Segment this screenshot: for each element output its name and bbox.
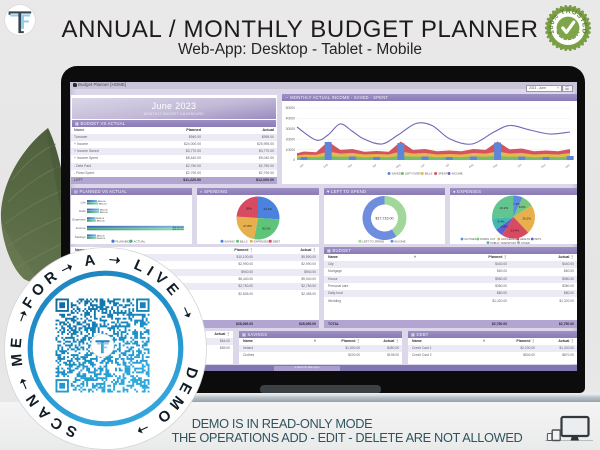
svg-text:24.1%: 24.1% — [263, 207, 272, 211]
svg-text:Feb: Feb — [323, 162, 330, 168]
svg-text:Jul: Jul — [445, 162, 451, 168]
svg-text:Aug: Aug — [468, 162, 475, 169]
svg-text:Jan: Jan — [299, 162, 305, 168]
svg-text:CLOTHES: CLOTHES — [464, 237, 477, 241]
svg-text:SAVING: SAVING — [224, 239, 234, 243]
svg-text:$940.00: $940.00 — [100, 212, 109, 214]
svg-text:INCOME: INCOME — [452, 172, 463, 176]
svg-text:Income: Income — [76, 226, 86, 230]
svg-text:DINING OUT: DINING OUT — [480, 237, 496, 241]
svg-text:SPENT: SPENT — [438, 172, 448, 176]
svg-text:40000: 40000 — [286, 117, 296, 121]
svg-text:Apr: Apr — [371, 163, 377, 169]
svg-text:30.1%: 30.1% — [262, 227, 271, 231]
svg-text:19.2%: 19.2% — [500, 206, 509, 210]
svg-text:8.0%: 8.0% — [519, 205, 526, 209]
svg-text:23.4%: 23.4% — [511, 228, 520, 232]
svg-text:$24,000.00: $24,000.00 — [173, 227, 185, 229]
svg-text:6.8%: 6.8% — [501, 225, 508, 229]
svg-text:Savings: Savings — [75, 235, 86, 239]
svg-text:PETS: PETS — [534, 237, 541, 241]
svg-text:SAVED: SAVED — [392, 172, 401, 176]
svg-text:PLANNED: PLANNED — [116, 239, 131, 243]
svg-text:$940.00: $940.00 — [96, 218, 105, 220]
svg-text:50000: 50000 — [286, 106, 296, 110]
svg-text:ACTUAL: ACTUAL — [134, 239, 146, 243]
svg-text:Mar: Mar — [347, 163, 353, 169]
svg-text:LEFT TO SPEND: LEFT TO SPEND — [362, 239, 384, 243]
svg-text:$940.00: $940.00 — [97, 238, 106, 240]
svg-text:8.4%: 8.4% — [498, 220, 505, 224]
svg-text:10000: 10000 — [286, 148, 296, 152]
svg-text:➝: ➝ — [108, 251, 122, 268]
svg-text:0: 0 — [293, 158, 295, 162]
svg-text:Dec: Dec — [564, 162, 571, 169]
svg-text:May: May — [395, 162, 402, 169]
svg-text:HEALTH: HEALTH — [520, 237, 530, 241]
svg-text:38%: 38% — [246, 206, 252, 210]
svg-text:27.8%: 27.8% — [243, 224, 252, 228]
svg-text:$940.00: $940.00 — [98, 201, 107, 203]
svg-text:30000: 30000 — [286, 127, 296, 131]
svg-text:DEBT: DEBT — [273, 239, 281, 243]
svg-text:PUBLIC TRANSPORT: PUBLIC TRANSPORT — [490, 241, 516, 244]
svg-text:INCOME: INCOME — [394, 239, 405, 243]
svg-text:ME: ME — [8, 332, 27, 367]
svg-text:LEFT-OVER: LEFT-OVER — [405, 172, 421, 176]
svg-text:EXPENSES: EXPENSES — [254, 239, 269, 243]
svg-text:➝: ➝ — [13, 307, 32, 324]
svg-text:BILLS: BILLS — [425, 172, 433, 176]
svg-text:GROCERIES: GROCERIES — [501, 237, 517, 241]
svg-text:Sep: Sep — [492, 162, 499, 169]
svg-text:Jun: Jun — [420, 162, 426, 168]
svg-text:$17,715.00: $17,715.00 — [376, 217, 394, 221]
svg-text:OTHER: OTHER — [521, 241, 530, 244]
svg-text:$940.00: $940.00 — [97, 235, 106, 237]
svg-text:Debt: Debt — [79, 209, 86, 213]
svg-text:26.2%: 26.2% — [522, 217, 531, 221]
svg-text:BILLS: BILLS — [240, 239, 248, 243]
svg-text:$940.00: $940.00 — [100, 210, 109, 212]
svg-text:A: A — [83, 251, 101, 270]
svg-text:7.1%: 7.1% — [513, 202, 520, 206]
svg-text:Life: Life — [81, 200, 86, 204]
svg-text:$24,000.00: $24,000.00 — [173, 229, 185, 231]
svg-text:20000: 20000 — [286, 137, 296, 141]
svg-text:Oct: Oct — [517, 163, 523, 169]
svg-text:$940.00: $940.00 — [99, 203, 108, 205]
svg-text:Nov: Nov — [540, 162, 547, 169]
svg-text:$940.00: $940.00 — [97, 221, 106, 223]
svg-text:Expenses: Expenses — [72, 218, 86, 222]
